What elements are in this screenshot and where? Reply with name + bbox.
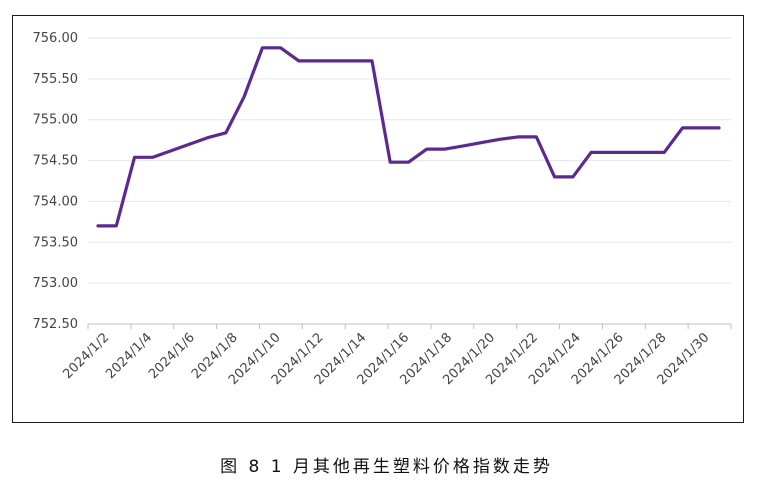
y-tick-label: 754.50 — [33, 154, 79, 169]
x-tick-label: 2024/1/6 — [146, 330, 198, 382]
y-tick-label: 754.00 — [33, 194, 79, 209]
grid-layer — [88, 37, 731, 284]
axis-layer — [87, 323, 732, 329]
y-tick-label: 755.00 — [33, 113, 79, 128]
y-tick-label: 752.50 — [33, 317, 79, 332]
x-axis-ticks: 2024/1/22024/1/42024/1/62024/1/82024/1/1… — [60, 330, 712, 388]
y-tick-label: 753.00 — [33, 276, 79, 291]
series-line — [96, 46, 721, 228]
chart-frame: 756.00 755.50 755.00 754.50 754.00 753.50 753.… — [12, 15, 744, 423]
x-tick-label: 2024/1/4 — [103, 330, 155, 382]
line-chart: 756.00 755.50 755.00 754.50 754.00 753.50 753.… — [33, 31, 732, 388]
y-tick-label: 755.50 — [33, 72, 79, 87]
y-axis-ticks: 756.00 755.50 755.00 754.50 754.00 753.50 753.… — [33, 31, 79, 332]
series-layer — [96, 46, 721, 228]
y-tick-label: 756.00 — [33, 31, 79, 46]
figure-caption: 图 8 1 月其他再生塑料价格指数走势 — [220, 457, 553, 477]
y-tick-label: 753.50 — [33, 235, 79, 250]
x-tick-label: 2024/1/2 — [60, 330, 112, 382]
